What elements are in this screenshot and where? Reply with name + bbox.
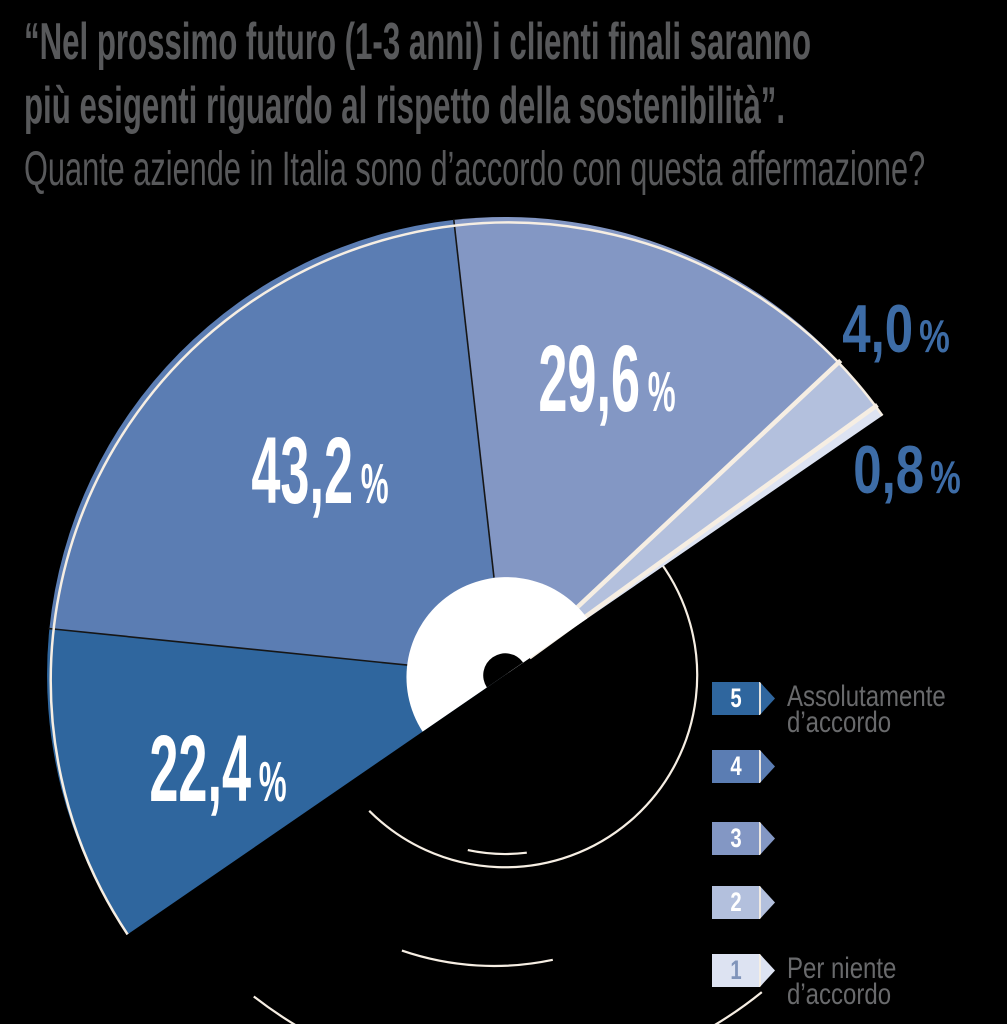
badge-arrow-separator <box>759 822 761 855</box>
legend-badge-number: 1 <box>730 955 742 985</box>
center-hub <box>406 577 588 732</box>
page-title: “Nel prossimo futuro (1-3 anni) i client… <box>24 10 1007 202</box>
ring-arc <box>714 991 763 1024</box>
slice-label-3: 29,6% <box>538 327 675 432</box>
ring-arc <box>253 995 296 1024</box>
legend-badge-number: 4 <box>730 751 742 781</box>
slice-rating-2 <box>505 361 876 675</box>
ring-arc <box>368 561 699 869</box>
legend-badge-5: 5 <box>712 682 775 715</box>
legend-badge-4: 4 <box>712 750 775 783</box>
hub-white-circle <box>406 577 588 732</box>
legend-badge-number: 5 <box>730 683 742 713</box>
ring-arc <box>467 849 527 856</box>
slice-separator <box>48 627 408 666</box>
slice-rating-5 <box>47 628 506 935</box>
badge-arrow-separator <box>759 954 761 987</box>
legend-badge-number: 3 <box>730 823 742 853</box>
legend-badge-number: 2 <box>730 887 742 917</box>
slice-label-4: 43,2% <box>251 419 388 524</box>
legend-badge-2: 2 <box>712 886 775 919</box>
title-line-3: Quante aziende in Italia sono d’accordo … <box>24 143 926 196</box>
slice-separators <box>48 218 884 936</box>
legend-badge-3: 3 <box>712 822 775 855</box>
slice-rating-4 <box>49 219 506 675</box>
slice-separator <box>452 218 495 578</box>
slice-separator <box>525 358 843 657</box>
slice-label-1: 0,8% <box>853 432 961 508</box>
slice-separator <box>527 403 879 660</box>
legend-label: Per niente d’accordo <box>787 952 897 1011</box>
slice-label-2: 4,0% <box>842 291 950 367</box>
decorative-rings <box>253 561 763 1024</box>
title-line-1: “Nel prossimo futuro (1-3 anni) i client… <box>24 13 812 71</box>
badge-arrow-separator <box>759 682 761 715</box>
badge-arrow-separator <box>759 886 761 919</box>
ring-arc <box>401 949 554 968</box>
slice-labels: 0,8 % 4,0 % 29,6 % 43,2 % 22,4% <box>149 291 960 822</box>
slice-rating-3 <box>453 217 840 675</box>
fan-outer-rim <box>49 221 884 936</box>
slice-label-5: 22,4% <box>149 717 286 822</box>
hub-hole <box>483 653 524 688</box>
title-line-2: più esigenti riguardo al rispetto della … <box>24 77 786 135</box>
badge-arrow-separator <box>759 750 761 783</box>
legend-badge-1: 1 <box>712 954 775 987</box>
legend-label: Assolutamente d’accordo <box>787 680 946 739</box>
